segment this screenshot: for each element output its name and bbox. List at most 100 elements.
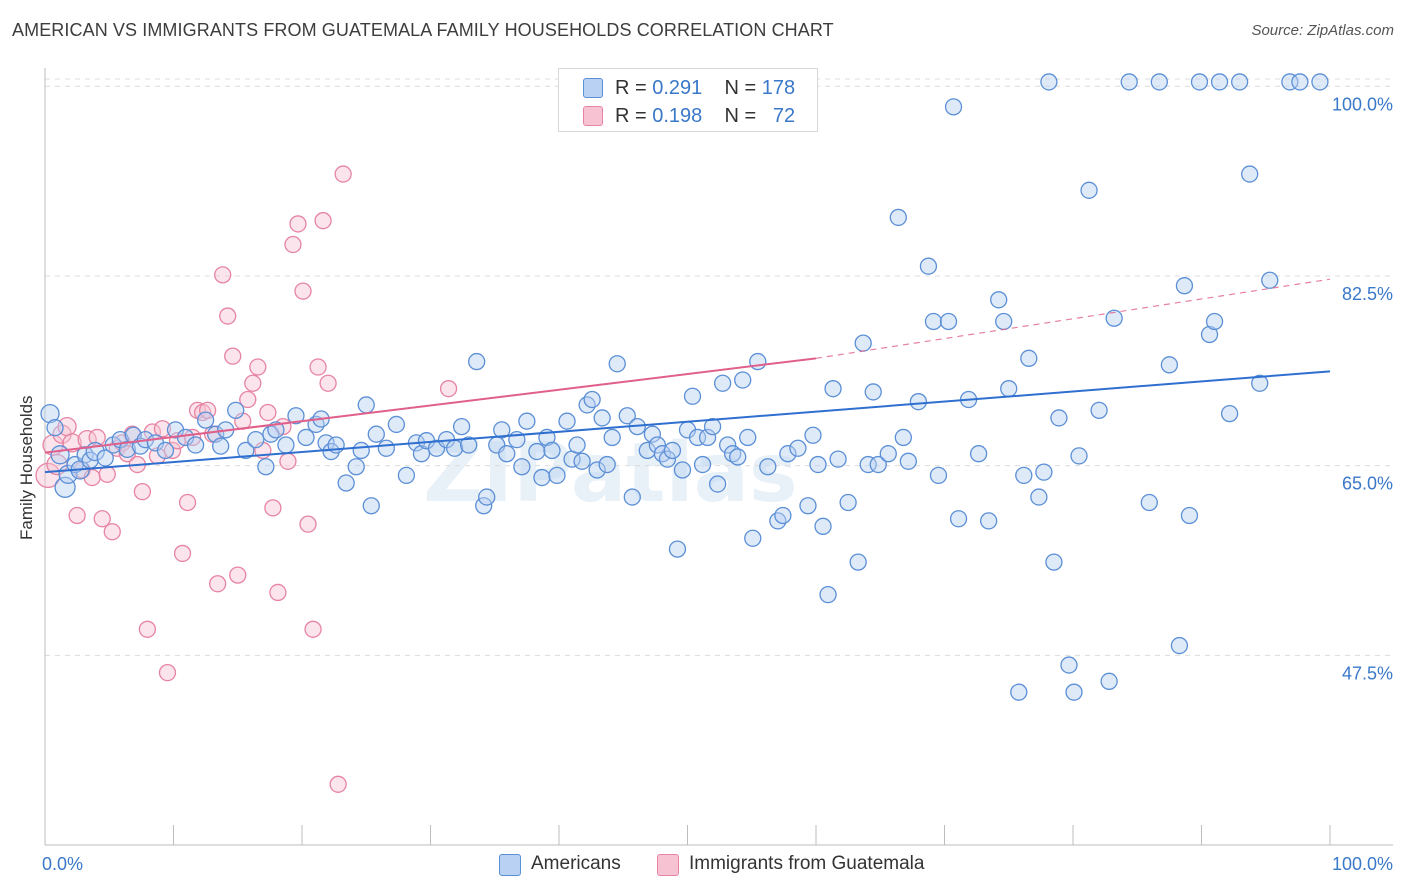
american-point <box>347 458 365 476</box>
american-point <box>459 436 478 454</box>
american-point <box>573 452 591 470</box>
american-point <box>839 493 857 512</box>
guatemala-point <box>304 620 322 638</box>
american-point <box>362 497 380 515</box>
american-point <box>1241 165 1259 183</box>
y-tick-label: 65.0% <box>1342 474 1393 494</box>
american-point <box>1065 683 1083 701</box>
american-point <box>729 448 747 466</box>
guatemala-trend-extension <box>815 278 1331 359</box>
american-point <box>849 553 867 571</box>
american-point <box>1311 73 1329 91</box>
american-point <box>96 449 114 467</box>
guatemala-point <box>35 462 61 489</box>
american-point <box>1170 636 1189 655</box>
american-point <box>603 428 621 447</box>
american-point <box>944 98 963 116</box>
american-point <box>493 421 511 439</box>
y-tick-label: 100.0% <box>1332 94 1393 114</box>
guatemala-point <box>219 307 237 325</box>
legend-label-guatemala: Immigrants from Guatemala <box>689 853 925 874</box>
american-point <box>799 497 817 515</box>
american-point <box>713 374 732 392</box>
american-point <box>708 475 727 493</box>
americans-trend-line <box>44 370 1331 474</box>
american-point <box>1190 73 1209 91</box>
guatemala-point <box>289 215 307 233</box>
guatemala-point <box>244 374 262 392</box>
american-point <box>1030 488 1048 506</box>
american-point <box>558 412 576 430</box>
american-point <box>387 415 406 434</box>
guatemala-point <box>294 282 312 300</box>
guatemala-point <box>133 482 152 501</box>
guatemala-point <box>319 374 337 392</box>
guatemala-point <box>439 380 458 398</box>
american-point <box>759 458 777 476</box>
american-point <box>568 436 586 454</box>
american-point <box>688 428 707 447</box>
american-point <box>889 208 907 227</box>
n-label: N = <box>724 77 757 99</box>
american-point <box>894 428 912 447</box>
guatemala-point <box>279 452 297 470</box>
guatemala-point <box>93 510 111 528</box>
american-point <box>1251 374 1269 392</box>
american-point <box>949 510 968 528</box>
guatemala-point <box>209 575 227 593</box>
american-point <box>693 455 712 474</box>
y-axis-label: Family Households <box>17 395 36 540</box>
guatemala-point <box>299 515 317 533</box>
american-point <box>673 461 692 479</box>
american-point <box>663 441 682 460</box>
american-point <box>658 450 677 468</box>
guatemala-point <box>153 420 172 438</box>
stats-box: R = 0.291 N = 178 R = 0.198 N = 72 <box>558 68 818 132</box>
r-value-guatemala: 0.198 <box>652 105 703 127</box>
american-point <box>247 430 265 449</box>
guatemala-point <box>249 358 267 376</box>
american-point <box>698 428 717 447</box>
american-point <box>1070 447 1088 465</box>
n-label: N = <box>724 105 757 127</box>
american-point <box>643 425 662 443</box>
american-point <box>1050 409 1068 427</box>
american-point <box>1281 73 1299 91</box>
american-point <box>46 419 64 437</box>
american-point <box>648 436 667 454</box>
guatemala-point <box>178 493 197 512</box>
american-point <box>452 417 471 436</box>
guatemala-point <box>158 664 177 682</box>
american-point <box>829 450 847 468</box>
guatemala-point <box>138 620 157 638</box>
american-point <box>1105 309 1123 327</box>
american-point <box>237 441 255 460</box>
american-point <box>774 506 792 525</box>
american-point <box>668 540 687 558</box>
american-point <box>598 455 616 474</box>
american-point <box>156 441 175 460</box>
american-point <box>919 257 938 275</box>
american-point <box>543 441 561 460</box>
n-value-americans: 178 <box>761 77 796 99</box>
american-point <box>879 445 897 463</box>
american-point <box>1180 506 1199 525</box>
american-point <box>995 312 1013 331</box>
guatemala-point <box>264 499 282 517</box>
american-point <box>1100 672 1118 690</box>
american-point <box>809 455 827 474</box>
american-point <box>1150 73 1168 91</box>
american-point <box>618 407 636 425</box>
american-point <box>412 445 431 463</box>
guatemala-point <box>173 544 192 563</box>
guatemala-point <box>163 441 182 460</box>
american-point <box>297 428 315 447</box>
american-point <box>859 455 877 474</box>
americans-swatch <box>583 78 603 98</box>
guatemala-point <box>309 358 327 376</box>
guatemala-point <box>239 390 257 409</box>
guatemala-point <box>329 775 347 793</box>
american-point <box>864 383 882 401</box>
american-point <box>1010 683 1028 701</box>
american-point <box>498 445 516 463</box>
